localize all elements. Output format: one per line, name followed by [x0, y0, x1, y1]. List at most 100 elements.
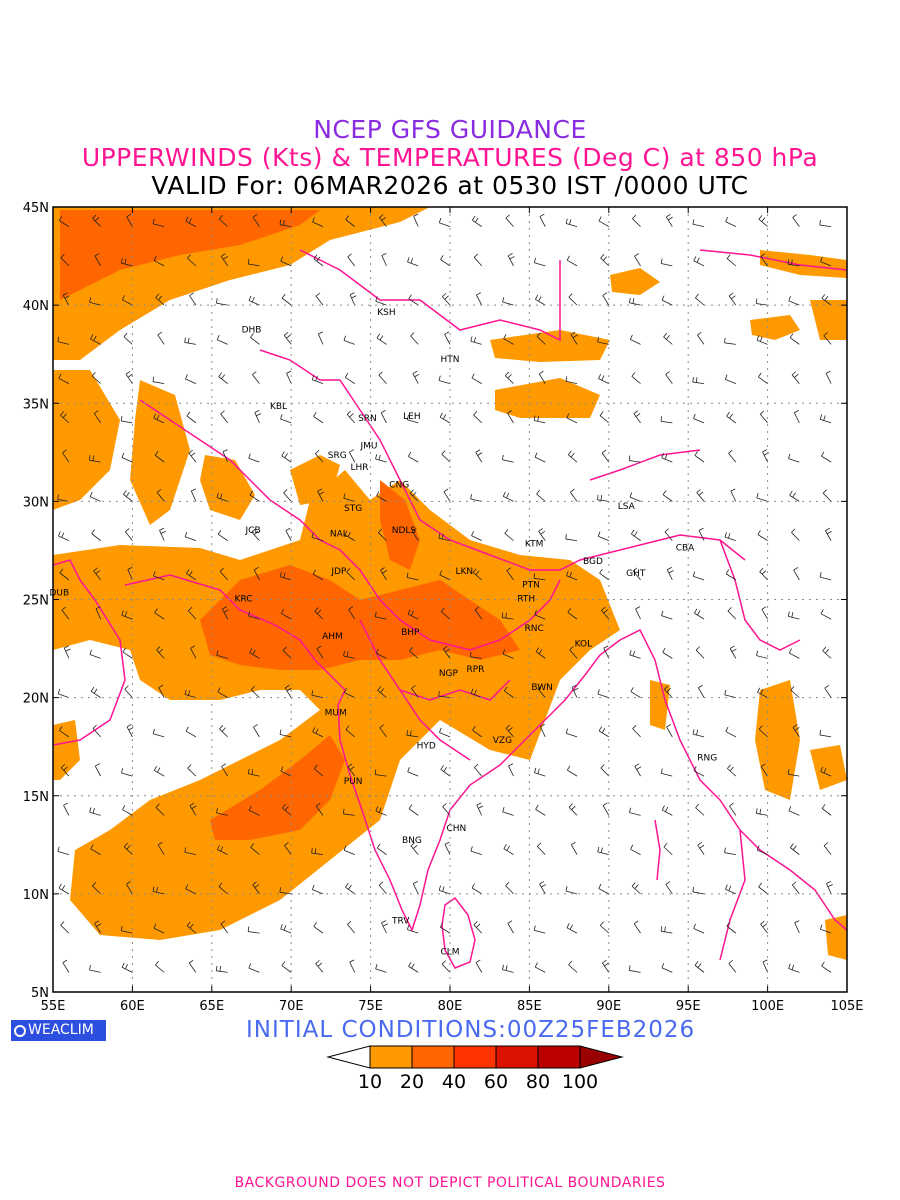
wind-barb: [92, 724, 101, 738]
wind-barb: [247, 926, 260, 934]
wind-barb: [628, 455, 641, 463]
wind-barb: [633, 920, 641, 934]
temp-marker: [0, 0, 1, 1]
wind-barb: [632, 724, 641, 738]
station-label: KBL: [270, 402, 287, 412]
wind-barb: [444, 331, 451, 345]
wind-barb: [755, 298, 768, 306]
wind-barb: [280, 414, 292, 424]
temp-marker: [0, 0, 1, 1]
wind-barb: [62, 292, 70, 306]
temp-marker: [0, 0, 1, 1]
temp-marker: [0, 0, 1, 1]
temp-marker: [0, 0, 1, 1]
temp-marker: [0, 0, 1, 1]
shade-region: [60, 210, 320, 300]
temp-marker: [0, 0, 1, 1]
temp-marker: [0, 0, 1, 1]
wind-barb: [758, 215, 768, 227]
wind-barb: [284, 684, 292, 698]
temp-marker: [0, 0, 1, 1]
temp-marker: [0, 0, 1, 1]
wind-barb: [250, 843, 260, 855]
temp-marker: [0, 0, 1, 1]
temp-marker: [0, 0, 1, 1]
wind-barb: [378, 881, 387, 895]
temp-marker: [0, 0, 1, 1]
wind-barb: [153, 413, 165, 424]
temp-marker: [0, 0, 1, 1]
temp-marker: [0, 0, 1, 1]
temp-marker: [0, 0, 1, 1]
temp-marker: [0, 0, 1, 1]
temp-marker: [0, 0, 1, 1]
temp-marker: [0, 0, 1, 1]
wind-barb: [57, 336, 69, 345]
wind-barb: [819, 572, 832, 581]
station-label: CNG: [389, 481, 409, 491]
wind-barb: [154, 450, 165, 463]
wind-barb: [377, 686, 387, 698]
wind-barb: [344, 372, 355, 384]
wind-barb: [120, 415, 133, 424]
temp-marker: [0, 0, 1, 1]
temp-marker: [0, 0, 1, 1]
temp-marker: [0, 0, 1, 1]
wind-barb: [597, 689, 609, 699]
temp-marker: [0, 0, 1, 1]
wind-barb: [505, 724, 514, 738]
wind-barb: [823, 842, 832, 855]
shade-region: [200, 565, 520, 670]
temp-marker: [0, 0, 1, 1]
temp-marker: [0, 0, 1, 1]
wind-barb: [727, 607, 737, 620]
wind-barb: [311, 374, 324, 385]
temp-marker: [0, 0, 1, 1]
wind-barb: [439, 727, 451, 738]
temp-marker: [0, 0, 1, 1]
wind-barb: [252, 213, 260, 227]
temp-marker: [0, 0, 1, 1]
wind-barb: [153, 255, 165, 267]
temp-marker: [0, 0, 1, 1]
temp-marker: [0, 0, 1, 1]
wind-barb: [534, 452, 546, 463]
station-label: NAL: [330, 530, 348, 540]
temp-marker: [0, 0, 1, 1]
wind-barb: [566, 923, 578, 934]
temp-marker: [0, 0, 1, 1]
temp-marker: [0, 0, 1, 1]
axis-labels: 55E 60E 65E 70E 75E 80E 85E 90E 95E 100E 105E 5N 10N…: [23, 201, 864, 1014]
temp-marker: [0, 0, 1, 1]
temp-marker: [0, 0, 1, 1]
temp-marker: [0, 0, 1, 1]
wind-barb: [440, 607, 451, 620]
wind-barb: [630, 687, 641, 698]
temp-marker: [0, 0, 1, 1]
wind-barb: [158, 684, 165, 698]
temp-marker: [0, 0, 1, 1]
wind-barb: [508, 763, 514, 777]
shade-region: [760, 250, 847, 278]
wind-barb: [409, 489, 419, 502]
wind-barb: [376, 491, 387, 502]
wind-barb: [59, 568, 70, 581]
temp-marker: [0, 0, 1, 1]
temp-marker: [0, 0, 1, 1]
temp-marker: [0, 0, 1, 1]
temp-marker: [0, 0, 1, 1]
temp-marker: [0, 0, 1, 1]
station-label: JDP: [330, 567, 347, 577]
wind-barb: [726, 411, 737, 424]
shade-region: [810, 745, 847, 790]
wind-barb: [597, 531, 609, 541]
temp-marker: [0, 0, 1, 1]
wind-barb: [597, 337, 609, 345]
colorbar-bin: [411, 1045, 455, 1069]
wind-barb: [792, 724, 800, 738]
wind-barb: [661, 295, 673, 306]
wind-barb: [279, 571, 292, 581]
temp-marker: [0, 0, 1, 1]
wind-barb: [629, 334, 641, 345]
wind-barb: [756, 650, 768, 659]
